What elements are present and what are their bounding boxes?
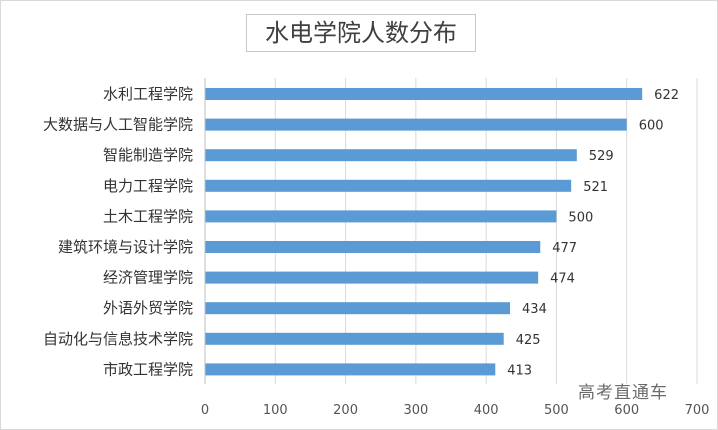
x-tick-label: 0	[201, 403, 209, 418]
x-tick-label: 700	[685, 403, 710, 418]
data-label: 434	[522, 302, 547, 317]
category-label: 市政工程学院	[103, 360, 193, 378]
category-label: 智能制造学院	[103, 146, 193, 164]
data-label: 474	[550, 272, 575, 287]
bar	[205, 332, 504, 345]
category-label: 水利工程学院	[103, 85, 193, 103]
category-label: 经济管理学院	[103, 269, 193, 287]
data-label: 425	[516, 333, 541, 348]
data-label: 622	[654, 88, 679, 103]
bar	[205, 88, 643, 100]
x-tick-label: 300	[403, 403, 428, 418]
category-label: 大数据与人工智能学院	[43, 116, 193, 134]
data-label: 521	[583, 180, 608, 195]
x-tick-label: 200	[333, 403, 358, 418]
data-label: 477	[552, 241, 577, 256]
bar	[205, 302, 511, 315]
category-label: 外语外贸学院	[103, 299, 193, 317]
bar	[205, 179, 572, 192]
data-label: 413	[507, 363, 532, 378]
category-label: 电力工程学院	[103, 177, 193, 195]
x-tick-label: 600	[614, 403, 639, 418]
x-tick-label: 400	[474, 403, 499, 418]
category-label: 自动化与信息技术学院	[43, 330, 193, 348]
watermark: 高考直通车	[578, 383, 668, 403]
bar	[205, 363, 496, 376]
bar	[205, 271, 539, 284]
data-label: 600	[639, 119, 664, 134]
category-label: 建筑环境与设计学院	[58, 238, 193, 256]
x-tick-label: 500	[544, 403, 569, 418]
chart-title: 水电学院人数分布	[246, 14, 476, 52]
bar	[205, 241, 541, 253]
x-tick-label: 100	[263, 403, 288, 418]
bar	[205, 149, 577, 162]
data-label: 500	[568, 210, 593, 225]
bar	[205, 210, 557, 223]
bar	[205, 118, 627, 131]
category-label: 土木工程学院	[103, 207, 193, 225]
data-label: 529	[589, 149, 614, 164]
